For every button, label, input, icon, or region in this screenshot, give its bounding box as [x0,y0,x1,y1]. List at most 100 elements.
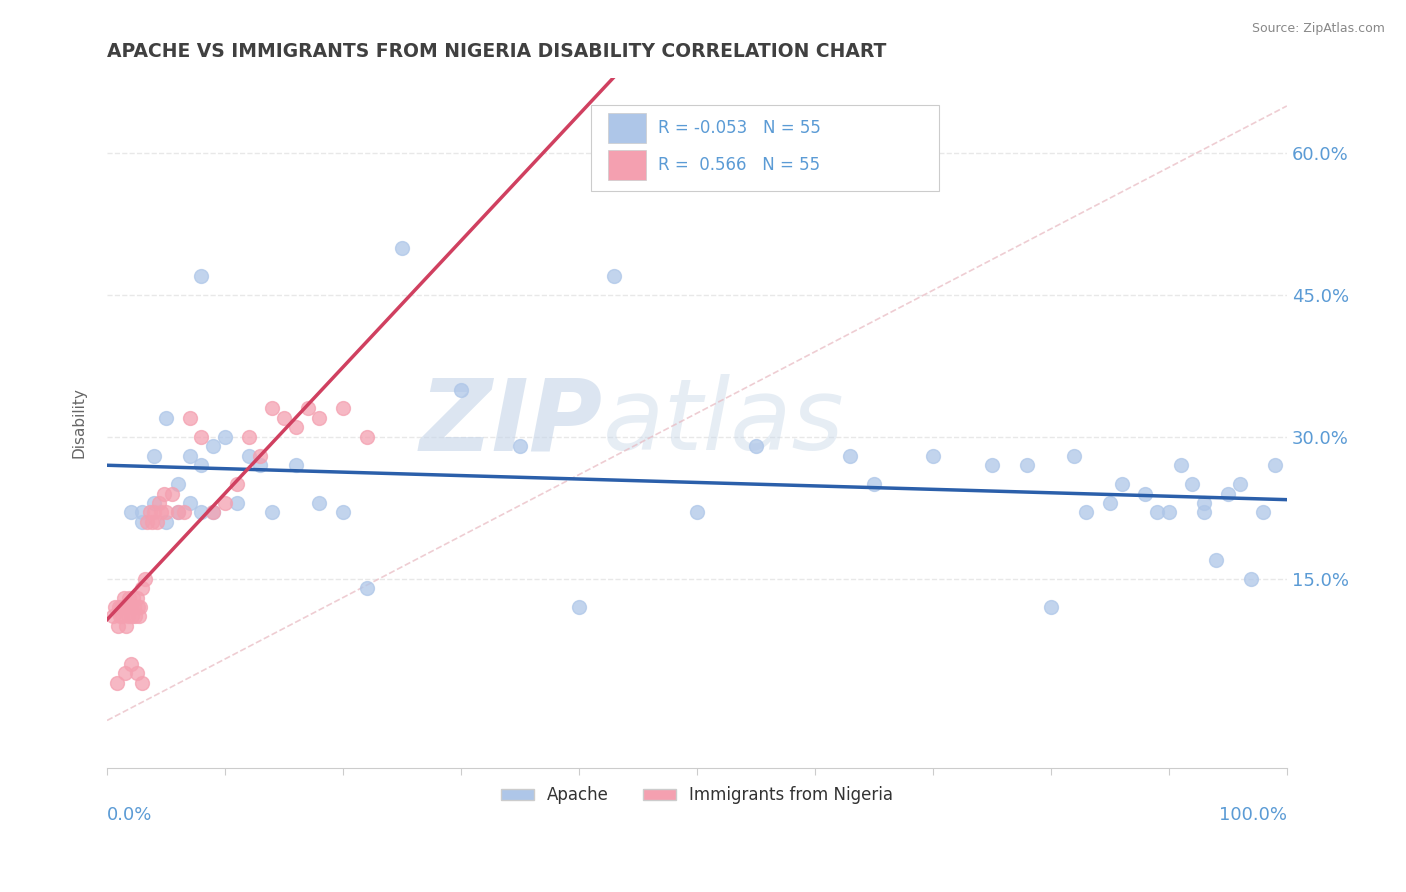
Point [1157,506,1180,520]
Text: 0.0%: 0.0% [107,805,152,823]
Text: 100.0%: 100.0% [1219,805,1286,823]
Point [332,401,354,416]
Point [122,591,145,605]
Point [110,599,132,614]
Y-axis label: Disability: Disability [72,387,86,458]
Point [863,477,886,491]
Point [249,449,271,463]
Point [120,657,142,671]
Point [509,439,531,453]
Point [202,506,225,520]
Point [1181,477,1204,491]
FancyBboxPatch shape [609,150,647,180]
FancyBboxPatch shape [609,112,647,143]
Point [356,430,378,444]
Point [980,458,1002,473]
Point [138,506,160,520]
Point [568,599,591,614]
Point [173,506,195,520]
Point [101,609,124,624]
Point [450,383,472,397]
Point [134,572,156,586]
Point [273,411,295,425]
Text: Source: ZipAtlas.com: Source: ZipAtlas.com [1251,22,1385,36]
Point [127,599,149,614]
Point [155,515,177,529]
Point [104,599,127,614]
Point [128,609,150,624]
Point [225,477,247,491]
Point [308,411,330,425]
Point [124,609,146,624]
Point [284,420,307,434]
Point [356,581,378,595]
Point [202,506,225,520]
Point [202,439,225,453]
Point [150,506,173,520]
Point [190,458,212,473]
Point [125,666,148,681]
Point [152,486,174,500]
Point [148,496,170,510]
Point [114,666,136,681]
Point [190,506,212,520]
Point [1017,458,1039,473]
Point [1146,506,1168,520]
Point [745,439,768,453]
Point [1039,599,1062,614]
Point [121,609,143,624]
Point [166,477,188,491]
Point [155,411,177,425]
Point [391,241,413,255]
Point [118,591,141,605]
Point [115,599,138,614]
Text: APACHE VS IMMIGRANTS FROM NIGERIA DISABILITY CORRELATION CHART: APACHE VS IMMIGRANTS FROM NIGERIA DISABI… [107,42,886,61]
Point [262,401,284,416]
Point [262,506,284,520]
Point [1076,506,1098,520]
Text: atlas: atlas [603,374,844,471]
Point [111,609,134,624]
Point [1264,458,1286,473]
Point [686,506,709,520]
Point [108,609,131,624]
Point [179,449,201,463]
Point [284,458,307,473]
Point [1111,477,1133,491]
Point [179,496,201,510]
Point [107,619,129,633]
FancyBboxPatch shape [591,105,939,192]
Point [179,411,201,425]
Point [166,506,188,520]
Point [214,430,236,444]
Point [114,599,136,614]
Point [1135,486,1157,500]
Point [1240,572,1263,586]
Point [1098,496,1121,510]
Point [166,506,188,520]
Point [117,609,139,624]
Point [120,506,142,520]
Point [839,449,862,463]
Legend: Apache, Immigrants from Nigeria: Apache, Immigrants from Nigeria [494,780,900,811]
Point [308,496,330,510]
Text: R =  0.566   N = 55: R = 0.566 N = 55 [658,156,820,174]
Point [214,496,236,510]
Point [155,506,177,520]
Point [131,581,153,595]
Point [238,430,260,444]
Point [603,269,626,284]
Point [145,515,167,529]
Point [112,591,135,605]
Point [190,269,212,284]
Point [1063,449,1085,463]
Point [143,449,166,463]
Point [131,675,153,690]
Point [238,449,260,463]
Point [922,449,945,463]
Point [332,506,354,520]
Point [1170,458,1192,473]
Point [143,496,166,510]
Point [131,506,153,520]
Point [1216,486,1239,500]
